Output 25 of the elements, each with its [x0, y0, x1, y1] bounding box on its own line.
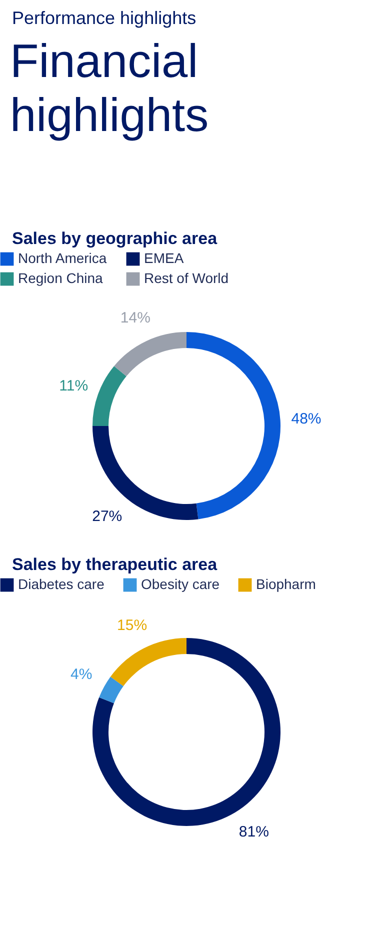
- donut-slice: [110, 638, 186, 686]
- legend-label: Diabetes care: [18, 576, 105, 592]
- donut-slice: [99, 676, 124, 704]
- text: Performance highlights: [12, 8, 196, 28]
- legend-label: North America: [18, 250, 107, 266]
- donut-slice: [92, 426, 198, 520]
- chart-title: Sales by geographic area: [12, 229, 218, 248]
- donut-slice: [92, 638, 280, 826]
- data-label: 27%: [92, 508, 122, 526]
- chart-title: Sales by therapeutic area: [12, 555, 218, 574]
- legend-label: Region China: [18, 270, 104, 286]
- legend-label: EMEA: [144, 250, 184, 266]
- data-label: 11%: [59, 377, 88, 394]
- data-label: 15%: [117, 617, 148, 634]
- donut-slice: [186, 332, 280, 520]
- data-label: 81%: [238, 823, 269, 840]
- legend-label: Rest of World: [144, 270, 229, 286]
- legend-label: Obesity care: [141, 576, 220, 592]
- data-label: 4%: [70, 666, 92, 684]
- donut-slice: [92, 366, 126, 426]
- legend-label: Biopharm: [256, 576, 316, 592]
- donut-slice: [114, 332, 186, 376]
- text: Financial highlights: [10, 34, 209, 141]
- data-label: 14%: [120, 309, 150, 326]
- data-label: 48%: [291, 410, 322, 428]
